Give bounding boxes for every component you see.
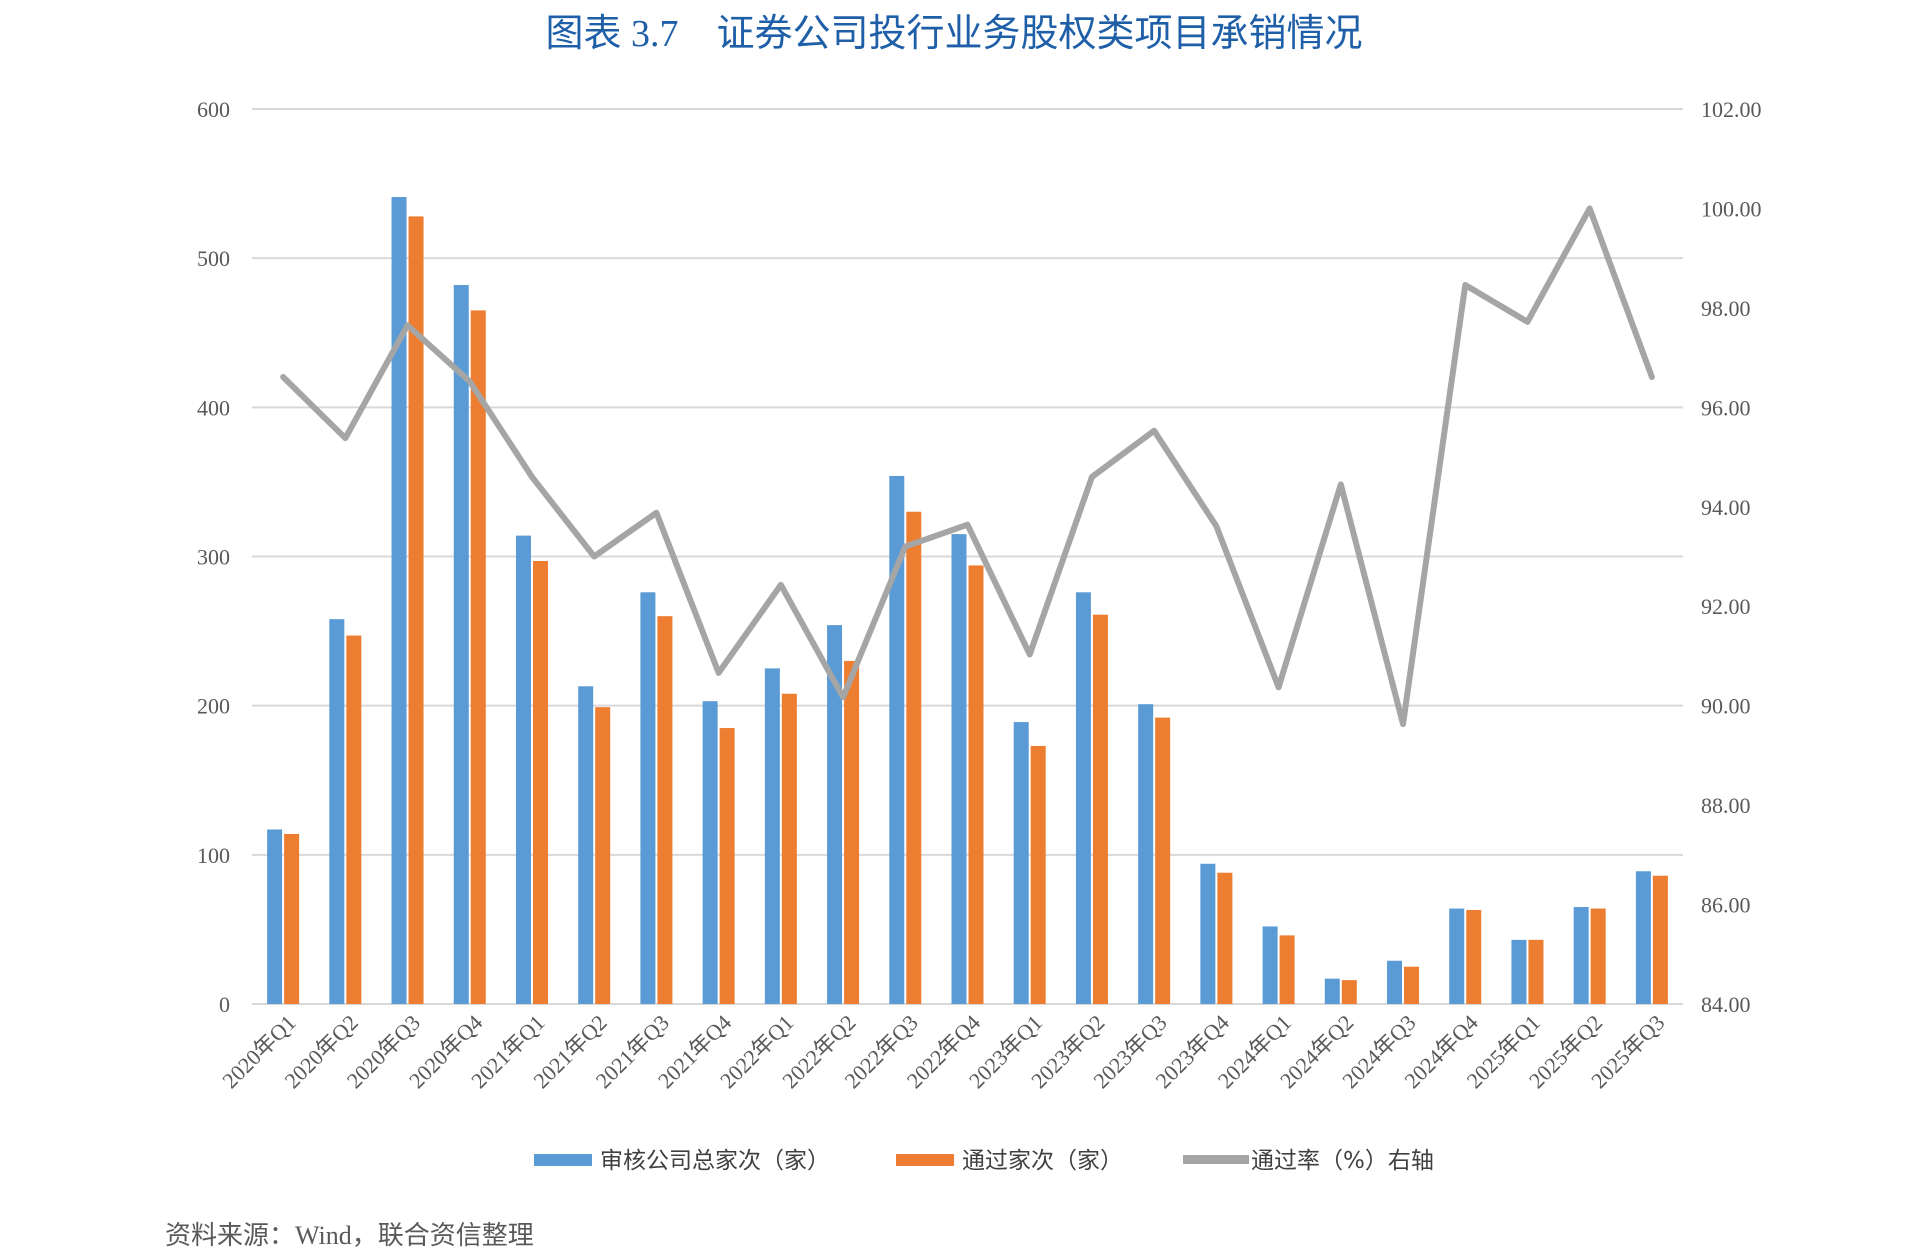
bar-passed xyxy=(1404,966,1420,1004)
right-axis-ticks: 84.00 86.00 88.00 90.00 92.00 94.00 96.00 98.00… xyxy=(1701,97,1762,1017)
bar-passed xyxy=(1155,717,1171,1004)
bar-passed xyxy=(408,216,424,1004)
category-labels: 2020年Q12020年Q22020年Q32020年Q42021年Q12021年… xyxy=(217,1010,1669,1093)
chart-title: 图表 3.7 证券公司投行业务股权类项目承销情况 xyxy=(545,13,1362,55)
left-tick-label: 100 xyxy=(197,843,230,868)
legend-swatch-blue xyxy=(534,1154,592,1166)
right-tick-label: 102.00 xyxy=(1701,97,1762,122)
bar-passed xyxy=(1279,935,1295,1004)
bar-reviewed xyxy=(1511,939,1527,1004)
legend-label-passed: 通过家次（家） xyxy=(962,1148,1123,1174)
right-tick-label: 90.00 xyxy=(1701,694,1751,719)
right-tick-label: 94.00 xyxy=(1701,495,1751,520)
pass-rate-line xyxy=(280,205,1655,728)
legend-swatch-gray xyxy=(1183,1155,1249,1164)
right-tick-label: 84.00 xyxy=(1701,992,1751,1017)
bar-reviewed xyxy=(1075,592,1091,1004)
bar-reviewed xyxy=(764,668,780,1004)
bar-reviewed xyxy=(1262,926,1278,1004)
bar-reviewed xyxy=(889,475,905,1004)
left-tick-label: 400 xyxy=(197,395,230,420)
bar-reviewed xyxy=(1324,978,1340,1004)
legend-swatch-orange xyxy=(896,1154,954,1166)
left-tick-label: 0 xyxy=(219,992,230,1017)
bar-passed xyxy=(595,707,611,1004)
bar-reviewed xyxy=(515,535,531,1004)
left-tick-label: 500 xyxy=(197,246,230,271)
right-tick-label: 96.00 xyxy=(1701,395,1751,420)
left-tick-label: 300 xyxy=(197,545,230,570)
gridlines xyxy=(252,108,1683,1005)
right-tick-label: 88.00 xyxy=(1701,793,1751,818)
bar-passed xyxy=(1652,875,1668,1004)
bar-passed xyxy=(1590,908,1606,1004)
bar-passed xyxy=(657,616,673,1004)
left-tick-label: 200 xyxy=(197,694,230,719)
bar-passed xyxy=(781,693,797,1004)
bar-passed xyxy=(968,565,984,1004)
bar-reviewed xyxy=(578,686,594,1004)
bar-reviewed xyxy=(391,197,407,1005)
legend: 审核公司总家次（家） 通过家次（家） 通过率（%）右轴 xyxy=(534,1148,1434,1174)
bar-passed xyxy=(1217,872,1233,1004)
bar-passed xyxy=(1528,939,1544,1004)
bar-reviewed xyxy=(1387,960,1403,1004)
bar-reviewed xyxy=(1013,722,1029,1004)
left-tick-label: 600 xyxy=(197,97,230,122)
bar-reviewed xyxy=(1138,704,1154,1004)
bar-reviewed xyxy=(702,701,718,1004)
bar-passed xyxy=(719,728,735,1004)
legend-label-reviewed: 审核公司总家次（家） xyxy=(600,1148,830,1174)
line-series xyxy=(280,205,1655,728)
bar-reviewed xyxy=(1200,863,1216,1004)
bar-passed xyxy=(906,511,922,1004)
bar-passed xyxy=(284,833,300,1004)
bar-passed xyxy=(470,310,486,1004)
bar-reviewed xyxy=(1635,871,1651,1004)
bar-passed xyxy=(532,560,548,1004)
bar-passed xyxy=(1466,910,1482,1004)
right-tick-label: 100.00 xyxy=(1701,196,1762,221)
bar-reviewed xyxy=(1449,908,1465,1004)
legend-label-pass-rate: 通过率（%）右轴 xyxy=(1251,1148,1434,1174)
left-axis-ticks: 0 100 200 300 400 500 600 xyxy=(197,97,230,1017)
bar-passed xyxy=(1341,980,1357,1004)
source-note: 资料来源：Wind，联合资信整理 xyxy=(165,1221,534,1250)
bar-reviewed xyxy=(1573,907,1589,1004)
bar-reviewed xyxy=(453,285,469,1004)
bar-passed xyxy=(1092,614,1108,1004)
bar-passed xyxy=(1030,745,1046,1004)
right-tick-label: 86.00 xyxy=(1701,893,1751,918)
bar-reviewed xyxy=(827,625,843,1004)
bars xyxy=(267,197,1668,1005)
bar-reviewed xyxy=(267,829,283,1004)
bar-reviewed xyxy=(640,592,656,1004)
bar-reviewed xyxy=(329,619,345,1004)
right-tick-label: 92.00 xyxy=(1701,594,1751,619)
right-tick-label: 98.00 xyxy=(1701,296,1751,321)
bar-reviewed xyxy=(951,534,967,1004)
bar-passed xyxy=(844,660,860,1004)
bar-passed xyxy=(346,635,362,1004)
